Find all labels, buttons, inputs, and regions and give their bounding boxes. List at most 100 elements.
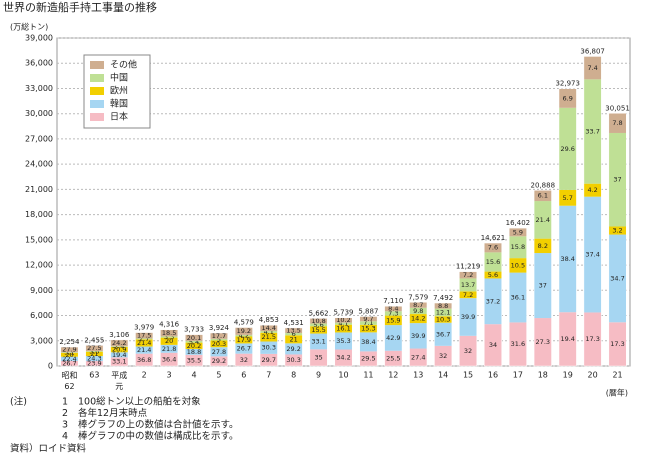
segment-label: 6.1 bbox=[538, 192, 548, 200]
segment-label: 15.8 bbox=[511, 243, 525, 251]
bar-segment bbox=[110, 357, 129, 366]
bar-segment bbox=[334, 322, 353, 325]
y-tick-label: 30,000 bbox=[25, 109, 53, 118]
bar-segment bbox=[85, 361, 104, 366]
segment-label: 26.7 bbox=[62, 359, 76, 367]
y-unit: (万総トン) bbox=[10, 22, 48, 32]
bar-total bbox=[558, 88, 577, 367]
segment-label: 5 bbox=[217, 336, 221, 344]
bar-segment bbox=[284, 327, 303, 334]
segment-label: 24.2 bbox=[112, 339, 126, 347]
bar-segment bbox=[260, 331, 278, 333]
bar-segment bbox=[534, 190, 552, 202]
segment-label: 10.2 bbox=[336, 316, 350, 324]
segment-label: 16.1 bbox=[336, 325, 350, 333]
segment-label: 21.4 bbox=[137, 346, 151, 354]
bar-segment bbox=[583, 312, 602, 366]
bar-segment bbox=[534, 318, 552, 366]
segment-label: 33.1 bbox=[311, 337, 325, 345]
bar-segment bbox=[185, 334, 203, 341]
segment-label: 17.7 bbox=[212, 332, 226, 340]
segment-label: 30.3 bbox=[262, 344, 276, 352]
y-tick-label: 3,000 bbox=[30, 336, 53, 345]
segment-label: 32 bbox=[240, 356, 248, 364]
bar-total bbox=[60, 346, 79, 367]
bar-segment bbox=[484, 271, 502, 279]
bar-total bbox=[409, 302, 428, 367]
segment-label: 5.7 bbox=[563, 194, 573, 202]
total-label: 2,254 bbox=[59, 338, 80, 346]
x-tick-label: 平成元 bbox=[111, 370, 127, 391]
bar-segment bbox=[110, 346, 129, 353]
segment-label: 27.3 bbox=[536, 338, 550, 346]
bar-segment bbox=[309, 323, 328, 327]
segment-label: 36.8 bbox=[137, 356, 151, 364]
bar-segment bbox=[608, 226, 627, 235]
segment-label: 29.7 bbox=[262, 356, 276, 364]
bar-segment bbox=[434, 303, 452, 309]
bar-total bbox=[533, 190, 552, 367]
legend-label: 欧州 bbox=[110, 85, 128, 97]
segment-label: 36.7 bbox=[436, 330, 450, 338]
x-tick-label: 16 bbox=[488, 371, 498, 380]
x-tick-label: 21 bbox=[612, 371, 622, 380]
segment-label: 24.3 bbox=[87, 355, 101, 363]
segment-label: 42.9 bbox=[386, 334, 400, 342]
segment-label: 7.8 bbox=[612, 119, 622, 127]
segment-label: 20.2 bbox=[187, 342, 201, 350]
segment-label: 23.9 bbox=[87, 360, 101, 368]
bar-segment bbox=[60, 360, 79, 366]
segment-label: 8.7 bbox=[413, 301, 423, 309]
bar-segment bbox=[135, 339, 153, 347]
bar-total bbox=[508, 227, 527, 367]
segment-label: 4.1 bbox=[338, 320, 348, 328]
bar-segment bbox=[434, 345, 452, 366]
bar-total bbox=[160, 329, 179, 367]
bar-segment bbox=[235, 327, 253, 335]
segment-label: 18.5 bbox=[162, 329, 176, 337]
bar-segment bbox=[60, 356, 79, 361]
bar-segment bbox=[384, 311, 403, 316]
total-label: 3,924 bbox=[209, 324, 230, 332]
segment-label: 37.4 bbox=[585, 251, 599, 259]
bar-segment bbox=[85, 351, 104, 352]
y-tick-label: 21,000 bbox=[25, 185, 53, 194]
segment-label: 27.4 bbox=[411, 353, 425, 361]
segment-label: 19.4 bbox=[112, 351, 126, 359]
segment-label: 8.2 bbox=[538, 242, 548, 250]
x-tick-label: 14 bbox=[438, 371, 448, 380]
bar-total bbox=[583, 56, 602, 367]
x-tick-label: 19 bbox=[563, 371, 573, 380]
bar-segment bbox=[110, 346, 129, 347]
segment-label: 25.5 bbox=[386, 354, 400, 362]
y-tick-label: 9,000 bbox=[30, 286, 53, 295]
segment-label: 26.7 bbox=[237, 345, 251, 353]
note-text: 棒グラフの上の数値は合計値を示す。 bbox=[78, 419, 239, 431]
segment-label: 20.3 bbox=[212, 340, 226, 348]
bar-segment bbox=[309, 318, 328, 324]
segment-label: 34 bbox=[489, 341, 497, 349]
bar-segment bbox=[309, 333, 328, 350]
total-label: 5,662 bbox=[309, 309, 329, 317]
segment-label: 21 bbox=[290, 335, 298, 343]
segment-label: 9.8 bbox=[413, 307, 423, 315]
bar-segment bbox=[160, 336, 178, 338]
segment-label: 8.8 bbox=[438, 302, 448, 310]
bar-segment bbox=[334, 332, 353, 350]
bar-segment bbox=[608, 113, 627, 133]
total-label: 36,807 bbox=[580, 47, 605, 55]
segment-label: 34.2 bbox=[336, 354, 350, 362]
total-label: 4,316 bbox=[159, 321, 180, 329]
segment-label: 15.9 bbox=[386, 316, 400, 324]
x-tick-label: 12 bbox=[388, 371, 398, 380]
segment-label: 29.2 bbox=[212, 357, 226, 365]
bar-segment bbox=[185, 340, 203, 343]
note-num: 1 bbox=[62, 397, 68, 408]
bar-segment bbox=[359, 351, 378, 366]
segment-label: 9.7 bbox=[363, 315, 373, 323]
y-tick-label: 33,000 bbox=[25, 84, 53, 93]
legend-label: 日本 bbox=[110, 111, 128, 123]
bar-total bbox=[110, 339, 129, 367]
segment-label: 38.4 bbox=[560, 255, 574, 263]
